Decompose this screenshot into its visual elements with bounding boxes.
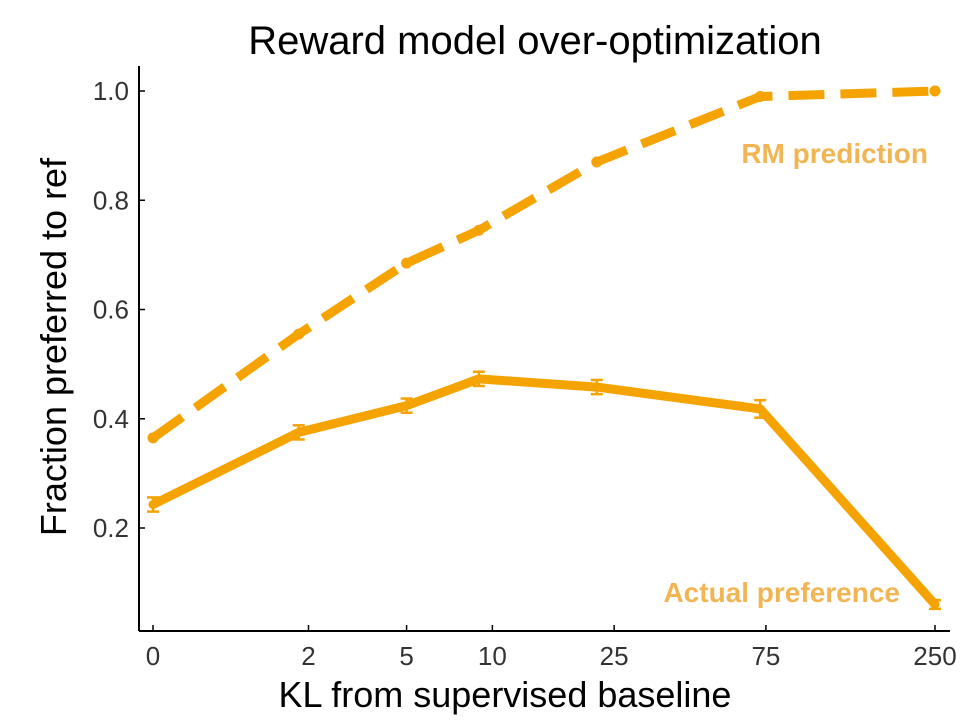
x-axis-label: KL from supervised baseline xyxy=(279,674,732,715)
data-point xyxy=(929,85,941,97)
chart-title: Reward model over-optimization xyxy=(248,19,822,63)
x-tick-label: 75 xyxy=(751,641,780,671)
data-point xyxy=(401,257,413,269)
y-axis-label: Fraction preferred to ref xyxy=(33,157,74,536)
data-point xyxy=(293,328,305,340)
x-tick-label: 25 xyxy=(600,641,629,671)
x-tick-label: 0 xyxy=(146,641,160,671)
data-point xyxy=(147,432,159,444)
x-tick-label: 2 xyxy=(301,641,315,671)
y-ticks: 0.2 0.4 0.6 0.8 1.0 xyxy=(93,76,145,543)
series-line-actual-preference xyxy=(148,374,940,609)
y-tick-label: 0.8 xyxy=(93,185,129,215)
series-layer xyxy=(147,85,941,611)
y-tick-label: 0.2 xyxy=(93,513,129,543)
x-tick-label: 5 xyxy=(399,641,413,671)
x-ticks: 0 2 5 10 25 75 250 xyxy=(146,625,957,671)
data-point xyxy=(754,90,766,102)
y-tick-label: 0.6 xyxy=(93,295,129,325)
x-tick-label: 10 xyxy=(478,641,507,671)
series-label-actual-preference: Actual preference xyxy=(663,577,900,608)
x-tick-label: 250 xyxy=(913,641,956,671)
series-label-rm-prediction: RM prediction xyxy=(741,138,928,169)
data-point xyxy=(591,156,603,168)
data-point xyxy=(473,224,485,236)
y-tick-label: 0.4 xyxy=(93,404,129,434)
y-tick-label: 1.0 xyxy=(93,76,129,106)
